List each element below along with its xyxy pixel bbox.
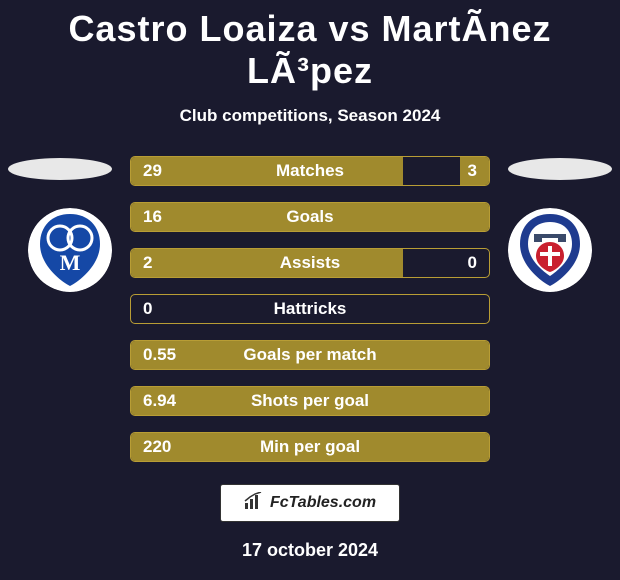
stat-value-left: 16 xyxy=(143,203,162,231)
stat-row: Goals16 xyxy=(130,202,490,232)
stat-label: Goals xyxy=(131,203,489,231)
stat-label: Goals per match xyxy=(131,341,489,369)
svg-text:M: M xyxy=(60,250,81,275)
stats-area: M Matches293Goals16Assists20Hattricks0Go… xyxy=(0,156,620,466)
stat-label: Shots per goal xyxy=(131,387,489,415)
stat-label: Matches xyxy=(131,157,489,185)
stat-label: Hattricks xyxy=(131,295,489,323)
player-oval-left xyxy=(8,158,112,180)
stat-value-right: 0 xyxy=(468,249,477,277)
stat-label: Assists xyxy=(131,249,489,277)
stat-row: Hattricks0 xyxy=(130,294,490,324)
page-title: Castro Loaiza vs MartÃ­nez LÃ³pez xyxy=(0,0,620,92)
site-badge[interactable]: FcTables.com xyxy=(220,484,400,522)
stat-label: Min per goal xyxy=(131,433,489,461)
stat-value-left: 29 xyxy=(143,157,162,185)
club-logo-right xyxy=(508,208,592,292)
subtitle: Club competitions, Season 2024 xyxy=(0,106,620,126)
stat-row: Min per goal220 xyxy=(130,432,490,462)
stat-value-right: 3 xyxy=(468,157,477,185)
site-name: FcTables.com xyxy=(270,494,376,512)
stat-value-left: 0 xyxy=(143,295,152,323)
stat-rows: Matches293Goals16Assists20Hattricks0Goal… xyxy=(130,156,490,462)
stat-row: Shots per goal6.94 xyxy=(130,386,490,416)
player-oval-right xyxy=(508,158,612,180)
date: 17 october 2024 xyxy=(0,540,620,561)
stat-row: Assists2 0 xyxy=(130,248,490,278)
chart-icon xyxy=(244,492,264,515)
stat-row: Goals per match0.55 xyxy=(130,340,490,370)
stat-value-left: 6.94 xyxy=(143,387,176,415)
stat-row: Matches29 3 xyxy=(130,156,490,186)
stat-value-left: 2 xyxy=(143,249,152,277)
stat-value-left: 220 xyxy=(143,433,171,461)
stat-value-left: 0.55 xyxy=(143,341,176,369)
club-logo-left: M xyxy=(28,208,112,292)
